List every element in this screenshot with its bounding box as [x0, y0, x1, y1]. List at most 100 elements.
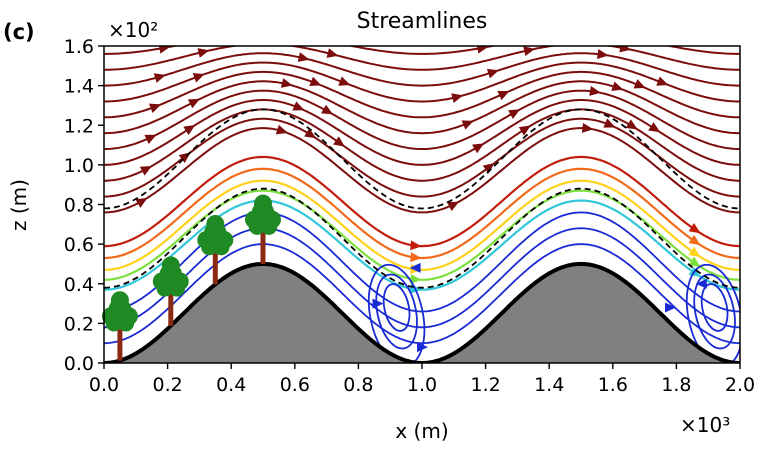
flow-arrow: [292, 101, 305, 111]
streamline-upper: [104, 52, 740, 87]
recirculation-eddy: [693, 273, 736, 350]
x-tick-label: 1.6: [598, 374, 628, 396]
flow-arrow: [461, 120, 474, 130]
tree-icon: [101, 291, 138, 361]
flow-arrow: [410, 252, 422, 263]
tree-foliage: [206, 215, 225, 233]
flow-arrow: [153, 73, 166, 83]
flow-arrow: [508, 109, 521, 119]
tree-icon: [197, 215, 234, 285]
flow-arrow: [321, 104, 334, 115]
tree-trunk: [212, 231, 218, 285]
terrain-outline: [104, 261, 740, 363]
tree-foliage: [260, 218, 278, 235]
x-tick-label: 0.0: [89, 374, 119, 396]
flow-arrow: [695, 278, 707, 289]
streamline-upper: [104, 80, 740, 135]
flow-arrow: [482, 162, 495, 174]
flow-arrow: [596, 49, 609, 59]
flow-arrow: [688, 246, 701, 258]
streamline-canopy: [104, 167, 740, 260]
tree-foliage: [161, 256, 180, 275]
flow-arrow: [192, 73, 205, 83]
x-tick-label: 1.4: [534, 374, 564, 396]
tree-foliage: [213, 238, 230, 256]
flow-arrow: [589, 86, 601, 96]
tree-trunk: [117, 307, 123, 361]
tree-trunk: [260, 210, 266, 264]
flow-arrow: [633, 79, 646, 89]
flow-arrow: [688, 256, 701, 267]
streamline-upper: [104, 99, 740, 166]
axis-ticks: 0.0 0.2 0.4 0.6 0.8 1.0 1.2 1.4 1.6 1.8 2.0 0.0 0.2 0…: [64, 36, 755, 396]
flow-arrow: [144, 134, 157, 144]
streamline-upper: [104, 61, 740, 103]
flow-arrow: [451, 93, 464, 103]
flow-arrow: [338, 76, 351, 86]
flow-arrow: [409, 262, 421, 273]
streamline-upper: [104, 70, 740, 119]
flow-arrow: [286, 30, 298, 41]
terrain-layer: [104, 261, 740, 363]
trees-layer: [101, 194, 281, 361]
tree-trunk: [168, 272, 174, 326]
recirculation-eddy: [700, 283, 729, 332]
x-tick-label: 1.0: [407, 374, 437, 396]
tree-foliage: [168, 280, 186, 297]
x-multiplier: ×10³: [680, 413, 730, 437]
flow-arrow: [611, 81, 624, 91]
flow-arrow: [183, 124, 196, 136]
y-tick-label: 0.8: [64, 195, 94, 217]
y-tick-label: 1.4: [64, 76, 94, 98]
y-tick-label: 0.6: [64, 234, 94, 256]
flow-arrow: [648, 122, 661, 133]
flow-arrow: [139, 165, 152, 176]
tree-foliage: [105, 314, 123, 332]
flow-arrow: [619, 46, 632, 53]
flow-arrow: [280, 78, 293, 88]
x-tick-label: 0.2: [152, 374, 182, 396]
y-tick-label: 0.0: [64, 353, 94, 375]
streamline-canopy: [104, 155, 740, 248]
tree-foliage: [117, 314, 135, 332]
flow-arrow: [333, 136, 345, 147]
tree-foliage: [248, 218, 266, 235]
y-tick-label: 1.0: [64, 155, 94, 177]
x-tick-label: 2.0: [725, 374, 755, 396]
x-tick-label: 0.6: [280, 374, 310, 396]
flow-arrow: [275, 124, 288, 135]
flow-arrow: [518, 125, 531, 136]
streamline-upper: [104, 117, 740, 198]
y-tick-label: 0.4: [64, 274, 94, 296]
flow-arrow: [656, 76, 669, 86]
y-axis-label: z (m): [7, 179, 31, 231]
flow-arrow: [603, 118, 616, 128]
flow-arrow: [625, 119, 638, 130]
canopy-top-line: [104, 187, 740, 289]
flow-arrow: [447, 201, 460, 212]
flow-arrow: [372, 298, 384, 309]
recirculation-eddy: [685, 263, 740, 363]
flow-arrow: [410, 240, 422, 251]
x-tick-label: 1.2: [470, 374, 500, 396]
streamline-upper: [104, 46, 740, 55]
flow-arrow: [197, 48, 210, 58]
flow-arrow: [326, 48, 339, 58]
x-tick-label: 1.8: [661, 374, 691, 396]
tree-foliage: [110, 291, 129, 310]
recirculation-eddy: [367, 263, 426, 363]
flow-arrow: [297, 52, 310, 62]
flow-arrow: [309, 76, 322, 87]
upper-boundary-line: [104, 108, 740, 210]
terrain-fill: [104, 263, 740, 363]
tree-foliage: [156, 280, 174, 297]
tree-foliage: [201, 238, 218, 256]
tree-icon: [152, 256, 189, 326]
y-tick-label: 1.2: [64, 115, 94, 137]
streamline-ground: [104, 243, 740, 345]
flow-arrow: [149, 103, 162, 113]
flow-arrow: [497, 90, 510, 101]
flow-arrow: [472, 143, 485, 154]
chart-title: Streamlines: [357, 9, 488, 34]
